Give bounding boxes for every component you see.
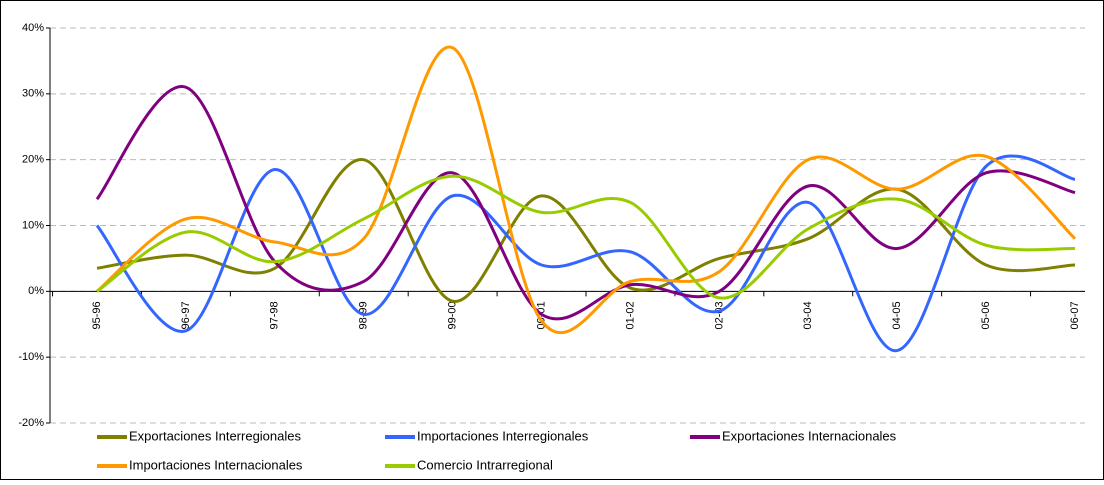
- legend-box: [70, 424, 1030, 478]
- legend-label: Exportaciones Interregionales: [129, 428, 301, 443]
- legend-label: Importaciones Internacionales: [129, 457, 303, 472]
- x-tick-label: 99-00: [447, 301, 459, 329]
- legend-label: Comercio Intrarregional: [417, 457, 553, 472]
- y-tick-label: 10%: [22, 219, 44, 231]
- x-tick-label: 96-97: [180, 301, 192, 329]
- y-tick-label: 0%: [28, 285, 44, 297]
- x-tick-label: 95-96: [91, 301, 103, 329]
- y-tick-label: 20%: [22, 154, 44, 166]
- series-line: [95, 85, 1076, 321]
- x-tick-label: 02-03: [713, 301, 725, 329]
- y-tick-label: 40%: [22, 22, 44, 34]
- series-line: [95, 154, 1076, 353]
- x-tick-label: 06-07: [1069, 301, 1081, 329]
- y-tick-label: -20%: [18, 417, 44, 429]
- x-tick-label: 97-98: [269, 301, 281, 329]
- series-line: [96, 174, 1076, 300]
- x-tick-label: 01-02: [624, 301, 636, 329]
- legend-label: Importaciones Interregionales: [417, 428, 589, 443]
- y-tick-label: 30%: [22, 88, 44, 100]
- x-tick-label: 04-05: [891, 301, 903, 329]
- legend-label: Exportaciones Internacionales: [722, 428, 897, 443]
- series-line: [96, 45, 1077, 335]
- x-tick-label: 03-04: [802, 301, 814, 329]
- x-tick-label: 05-06: [980, 301, 992, 329]
- y-tick-label: -10%: [18, 351, 44, 363]
